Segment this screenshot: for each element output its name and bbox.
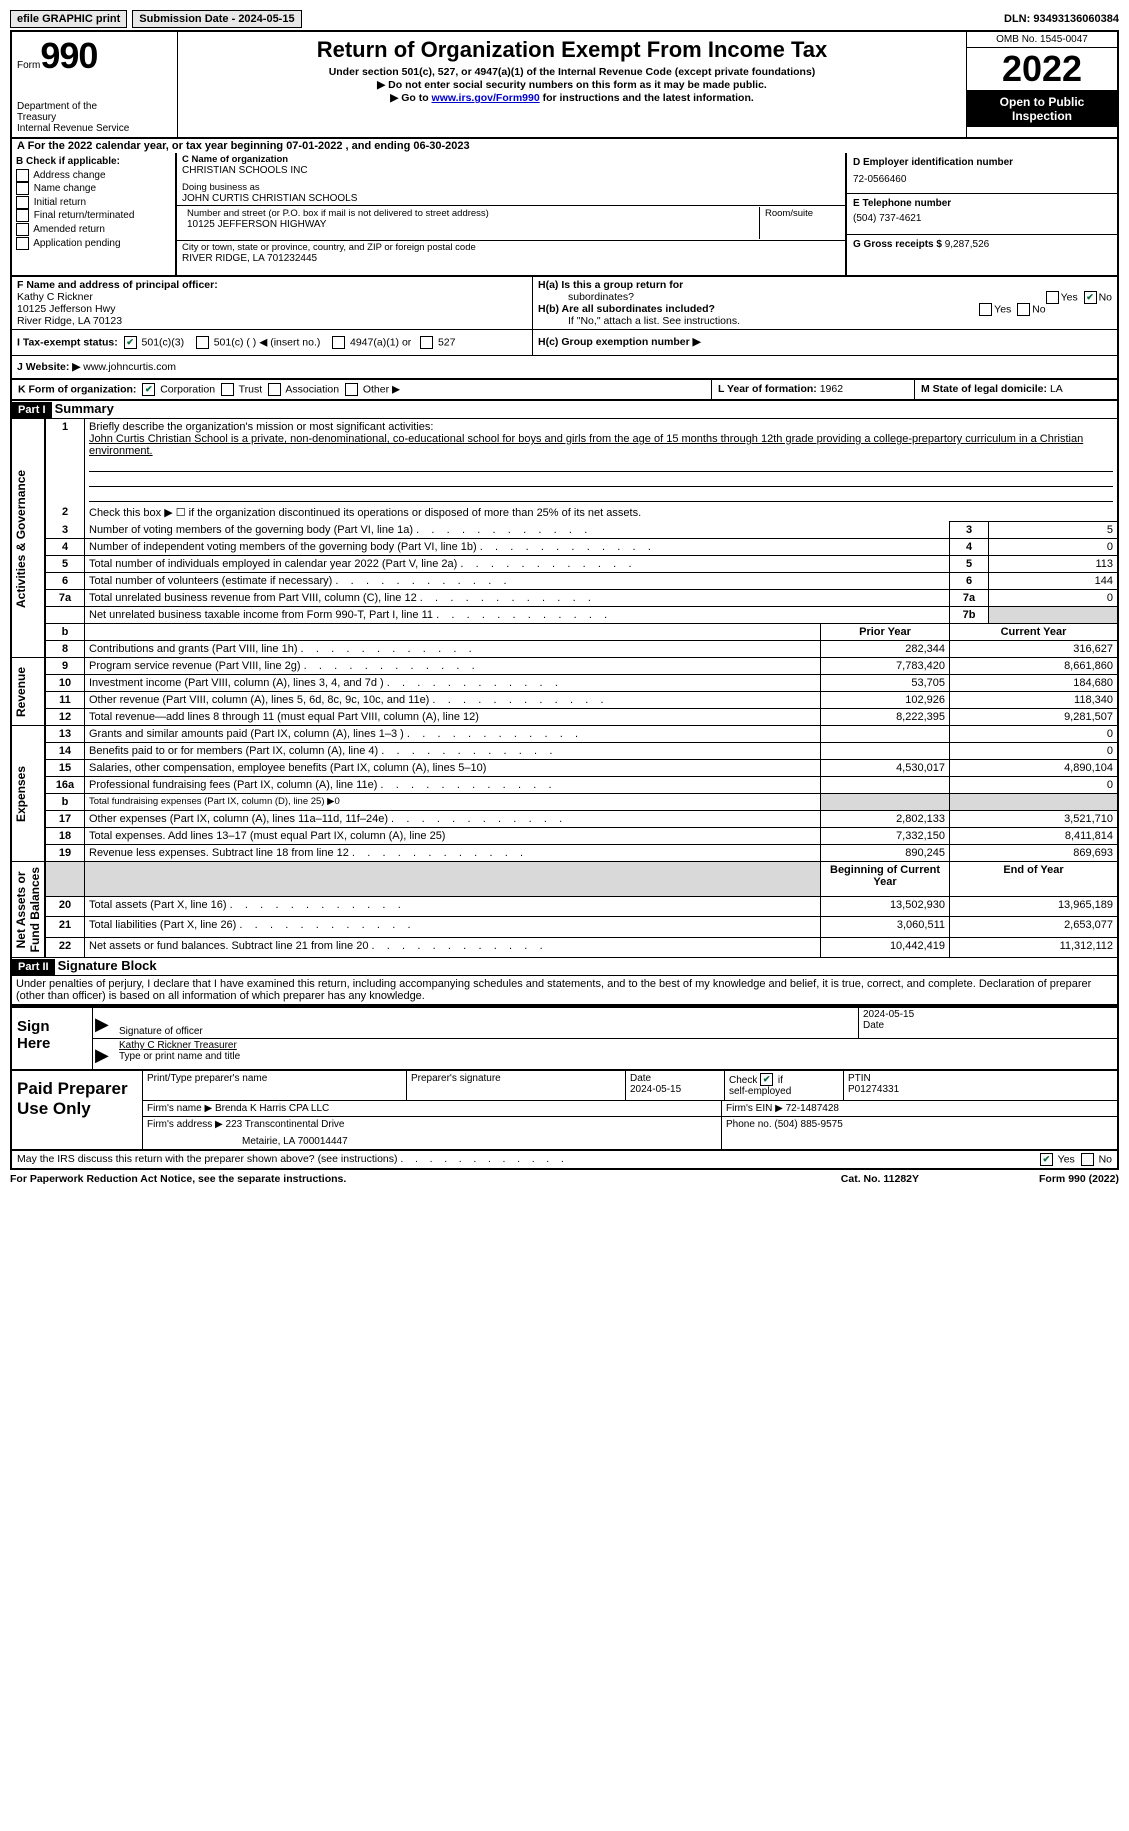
- top-bar: efile GRAPHIC print Submission Date - 20…: [10, 10, 1119, 28]
- subtitle-2: Do not enter social security numbers on …: [183, 79, 961, 91]
- side-revenue: Revenue: [11, 658, 45, 726]
- dln: DLN: 93493136060384: [1004, 13, 1119, 25]
- col-c: C Name of organization CHRISTIAN SCHOOLS…: [177, 153, 845, 275]
- row-klm: K Form of organization: Corporation Trus…: [10, 380, 1119, 401]
- efile-btn[interactable]: efile GRAPHIC print: [10, 10, 127, 28]
- section-bcd: B Check if applicable: Address change Na…: [10, 153, 1119, 277]
- tax-year: 2022: [967, 48, 1117, 91]
- side-expenses: Expenses: [11, 726, 45, 862]
- footer: For Paperwork Reduction Act Notice, see …: [10, 1170, 1119, 1188]
- main-title: Return of Organization Exempt From Incom…: [183, 37, 961, 63]
- col-b: B Check if applicable: Address change Na…: [12, 153, 177, 275]
- inspection-notice: Open to PublicInspection: [967, 91, 1117, 127]
- submission-btn[interactable]: Submission Date - 2024-05-15: [132, 10, 301, 28]
- part-1-table: Part I Summary Activities & Governance 1…: [10, 401, 1119, 1006]
- row-i: I Tax-exempt status: 501(c)(3) 501(c) ( …: [10, 330, 1119, 356]
- cat-no: Cat. No. 11282Y: [841, 1173, 919, 1185]
- side-netassets: Net Assets orFund Balances: [11, 862, 45, 958]
- subtitle-3: ▶ Go to www.irs.gov/Form990 for instruct…: [183, 92, 961, 104]
- omb-number: OMB No. 1545-0047: [967, 32, 1117, 48]
- paperwork-notice: For Paperwork Reduction Act Notice, see …: [10, 1173, 346, 1185]
- dept-2: Treasury: [17, 112, 172, 123]
- dept-1: Department of the: [17, 101, 172, 112]
- subtitle: Under section 501(c), 527, or 4947(a)(1)…: [183, 66, 961, 78]
- side-activities: Activities & Governance: [11, 419, 45, 658]
- form-footer: Form 990 (2022): [1039, 1173, 1119, 1185]
- row-a: A For the 2022 calendar year, or tax yea…: [10, 139, 1119, 153]
- sign-here-block: Sign Here ▶ Signature of officer 2024-05…: [10, 1006, 1119, 1071]
- form-header: Form990 Department of the Treasury Inter…: [10, 30, 1119, 139]
- form-label: Form: [17, 60, 40, 71]
- form-number: 990: [40, 35, 97, 76]
- row-fh: F Name and address of principal officer:…: [10, 277, 1119, 330]
- col-d: D Employer identification number 72-0566…: [845, 153, 1117, 275]
- irs-link[interactable]: www.irs.gov/Form990: [432, 92, 540, 104]
- paid-preparer-block: Paid Preparer Use Only Print/Type prepar…: [10, 1071, 1119, 1151]
- dept-3: Internal Revenue Service: [17, 123, 172, 134]
- row-j: J Website: ▶ www.johncurtis.com: [10, 356, 1119, 380]
- discuss-row: May the IRS discuss this return with the…: [10, 1151, 1119, 1170]
